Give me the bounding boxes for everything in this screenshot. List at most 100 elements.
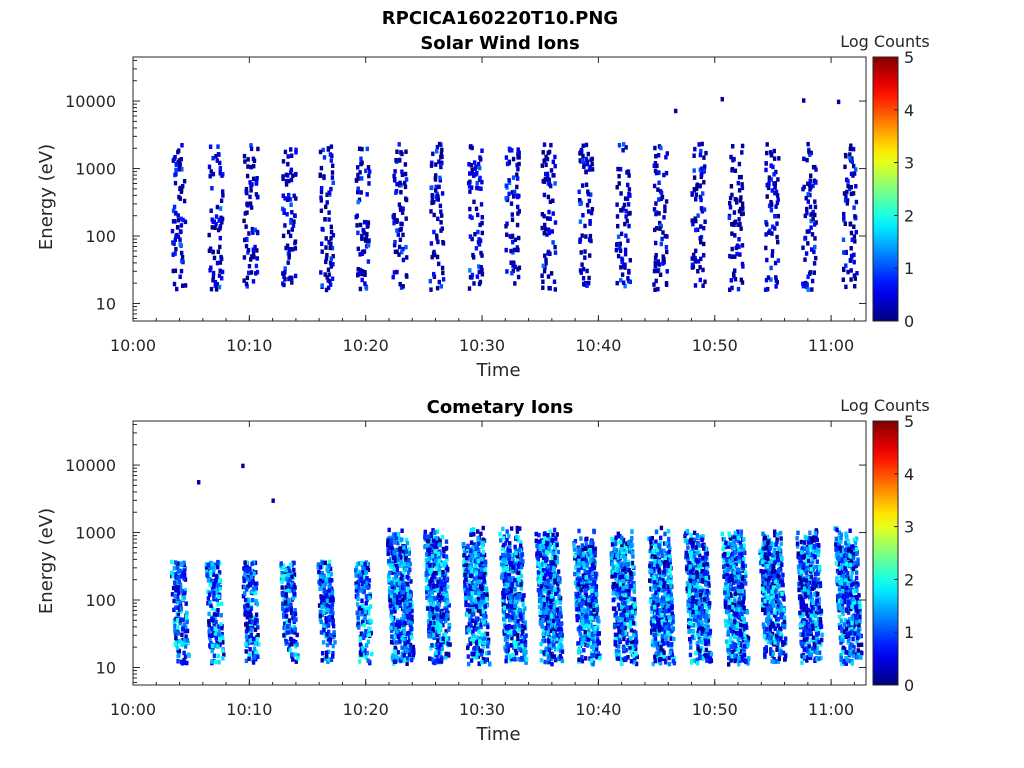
spectrogram-cell xyxy=(290,210,294,215)
spectrogram-cell xyxy=(247,264,252,269)
spectrogram-cell xyxy=(652,207,657,212)
spectrogram-cell xyxy=(470,651,474,657)
spectrogram-cell xyxy=(593,643,597,648)
spectrogram-cell xyxy=(251,251,256,257)
spectrogram-cell xyxy=(772,156,777,161)
spectrogram-cell xyxy=(363,615,367,621)
spectrogram-cell xyxy=(541,617,545,623)
spectrogram-cell xyxy=(657,211,661,216)
spectrogram-cell xyxy=(469,163,474,168)
spectrogram-cell xyxy=(178,237,182,242)
spectrogram-cell xyxy=(255,256,259,261)
spectrogram-cell xyxy=(213,616,217,622)
spectrogram-cell xyxy=(584,558,588,563)
spectrogram-cell xyxy=(579,149,583,155)
spectrogram-cell xyxy=(391,532,396,537)
spectrogram-cell xyxy=(588,164,592,170)
spectrogram-cell xyxy=(698,152,703,158)
spectrogram-cell xyxy=(623,196,628,201)
spectrogram-cell xyxy=(469,568,474,574)
spectrogram-cell xyxy=(700,172,704,177)
spectrogram-cell xyxy=(435,606,439,612)
spectrogram-cell xyxy=(292,587,296,592)
spectrogram-cell xyxy=(590,644,594,650)
spectrogram-cell xyxy=(730,167,735,172)
spectrogram-cell xyxy=(403,171,408,177)
spectrogram-cell xyxy=(291,223,296,228)
spectrogram-cell xyxy=(767,230,771,235)
spectrogram-cell xyxy=(479,589,484,594)
spectrogram-cell xyxy=(474,206,479,212)
spectrogram-cell xyxy=(465,584,469,590)
spectrogram-cell xyxy=(553,608,557,614)
spectrogram-cell xyxy=(437,570,442,575)
spectrogram-cell xyxy=(836,99,841,105)
spectrogram-cell xyxy=(478,175,482,181)
spectrogram-cell xyxy=(463,583,467,588)
spectrogram-cell xyxy=(247,270,251,276)
spectrogram-cell xyxy=(702,241,706,247)
spectrogram-cell xyxy=(429,287,433,292)
spectrogram-cell xyxy=(740,185,745,191)
spectrogram-cell xyxy=(387,573,391,578)
spectrogram-cell xyxy=(548,199,553,204)
spectrogram-cell xyxy=(499,556,503,561)
spectrogram-cell xyxy=(395,581,399,587)
spectrogram-cell xyxy=(245,615,249,620)
spectrogram-cell xyxy=(291,173,295,178)
spectrogram-cell xyxy=(245,564,249,570)
spectrogram-cell xyxy=(587,624,591,629)
spectrogram-cell xyxy=(185,628,190,634)
spectrogram-cell xyxy=(386,538,390,544)
spectrogram-cell xyxy=(216,590,220,595)
spectrogram-cell xyxy=(741,264,745,269)
spectrogram-cell xyxy=(764,232,768,237)
spectrogram-cell xyxy=(212,255,217,261)
spectrogram-cell xyxy=(507,146,512,152)
spectrogram-cell xyxy=(470,215,474,220)
spectrogram-cell xyxy=(852,171,857,176)
spectrogram-cell xyxy=(429,587,434,592)
spectrogram-cell xyxy=(438,538,442,543)
spectrogram-cell xyxy=(704,150,708,156)
spectrogram-cell xyxy=(183,572,187,578)
spectrogram-cell xyxy=(767,177,772,183)
spectrogram-cell xyxy=(808,192,812,198)
spectrogram-cell xyxy=(364,168,368,174)
spectrogram-cell xyxy=(594,611,599,616)
spectrogram-cell xyxy=(283,600,288,605)
spectrogram-cell xyxy=(694,218,698,224)
spectrogram-cell xyxy=(475,274,480,279)
spectrogram-cell xyxy=(478,279,483,285)
spectrogram-cell xyxy=(769,201,774,207)
spectrogram-cell xyxy=(586,619,590,624)
spectrogram-cell xyxy=(510,577,514,583)
spectrogram-cell xyxy=(365,650,370,656)
spectrogram-cell xyxy=(320,226,324,232)
spectrogram-cell xyxy=(517,623,521,629)
spectrogram-cell xyxy=(552,631,556,636)
y-axis-label: Energy (eV) xyxy=(36,144,57,250)
spectrogram-cell xyxy=(443,632,447,637)
spectrogram-cell xyxy=(620,272,625,277)
spectrogram-cell xyxy=(206,566,211,571)
spectrogram-cell xyxy=(665,249,669,255)
spectrogram-cell xyxy=(545,216,550,221)
spectrogram-cell xyxy=(535,555,540,560)
spectrogram-cell xyxy=(251,597,255,603)
spectrogram-cell xyxy=(473,547,477,553)
spectrogram-cell xyxy=(592,528,596,534)
spectrogram-cell xyxy=(220,269,225,275)
spectrogram-cell xyxy=(536,587,541,593)
spectrogram-cell xyxy=(208,643,212,648)
spectrogram-cell xyxy=(574,591,578,597)
spectrogram-cell xyxy=(700,166,704,171)
spectrogram-cell xyxy=(550,560,554,565)
spectrogram-cell xyxy=(733,268,737,273)
spectrogram-cell xyxy=(173,641,177,646)
spectrogram-cell xyxy=(365,146,369,152)
spectrogram-cell xyxy=(543,222,547,228)
spectrogram-cell xyxy=(769,177,773,182)
spectrogram-cell xyxy=(511,175,516,180)
spectrogram-cell xyxy=(764,161,768,166)
